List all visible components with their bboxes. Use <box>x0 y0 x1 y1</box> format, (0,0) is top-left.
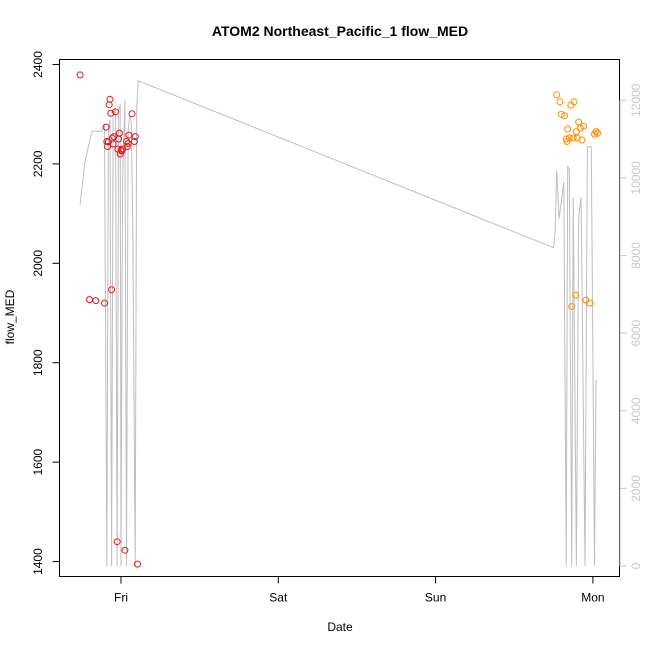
data-point <box>592 128 600 136</box>
data-point <box>76 71 84 79</box>
data-point <box>106 95 114 103</box>
data-point <box>553 91 561 99</box>
x-tick-label: Sat <box>269 591 288 605</box>
data-point <box>134 560 141 568</box>
y-tick-label: 1400 <box>31 548 45 575</box>
data-point <box>104 138 112 146</box>
right-axis-series-line <box>79 80 597 567</box>
y2-tick-label: 4000 <box>629 397 643 424</box>
y-tick-label: 1600 <box>31 448 45 475</box>
data-point <box>556 98 564 106</box>
data-point <box>131 133 139 141</box>
data-point <box>124 140 132 147</box>
data-point <box>557 110 565 118</box>
data-point <box>108 286 116 294</box>
data-point <box>117 146 125 154</box>
data-point <box>123 138 130 145</box>
data-point <box>102 123 110 131</box>
data-point <box>594 129 602 137</box>
data-point <box>561 112 569 120</box>
data-point <box>582 296 590 304</box>
y-tick-label: 2000 <box>31 250 45 277</box>
data-point <box>572 291 580 299</box>
y2-tick-label: 2000 <box>629 475 643 502</box>
y2-tick-label: 12000 <box>629 83 643 117</box>
data-point <box>565 134 573 142</box>
data-point <box>125 131 133 139</box>
y2-tick-label: 10000 <box>629 161 643 195</box>
x-tick-label: Sun <box>425 591 446 605</box>
data-point <box>113 538 121 546</box>
data-point <box>572 128 580 136</box>
y-tick-label: 2200 <box>31 150 45 177</box>
y-tick-label: 1800 <box>31 349 45 376</box>
x-tick-label: Fri <box>114 591 128 605</box>
data-point <box>568 303 576 311</box>
data-point <box>578 136 586 144</box>
data-point <box>107 109 115 117</box>
data-point <box>112 108 119 116</box>
data-point <box>569 134 577 142</box>
x-tick-label: Mon <box>581 591 604 605</box>
y-axis-label: flow_MED <box>3 289 17 344</box>
data-point <box>570 98 578 106</box>
y2-tick-label: 6000 <box>629 319 643 346</box>
data-point <box>92 297 100 305</box>
x-axis-label: Date <box>327 620 353 634</box>
data-points-layer <box>76 71 602 568</box>
data-point <box>101 299 108 307</box>
axes-layer: 1400 1600 1800 2000 2200 2400 0 2000 4000 6000 800… <box>31 51 643 605</box>
y2-tick-label: 0 <box>629 562 643 569</box>
data-point <box>109 140 117 148</box>
right-axis-series-layer <box>79 80 597 567</box>
data-point <box>128 110 136 118</box>
data-point <box>104 143 112 150</box>
data-point <box>105 101 113 109</box>
data-point <box>580 122 587 130</box>
chart-title: ATOM2 Northeast_Pacific_1 flow_MED <box>212 23 468 39</box>
data-point <box>563 138 571 145</box>
y-tick-label: 2400 <box>31 51 45 78</box>
data-point <box>121 546 129 554</box>
data-point <box>123 143 131 150</box>
data-point <box>115 129 123 137</box>
data-point <box>586 299 594 307</box>
y2-tick-label: 8000 <box>629 242 643 269</box>
data-point <box>564 125 572 133</box>
data-point <box>86 296 93 304</box>
plot-frame <box>59 59 620 577</box>
data-point <box>130 138 138 145</box>
data-point <box>573 134 581 142</box>
